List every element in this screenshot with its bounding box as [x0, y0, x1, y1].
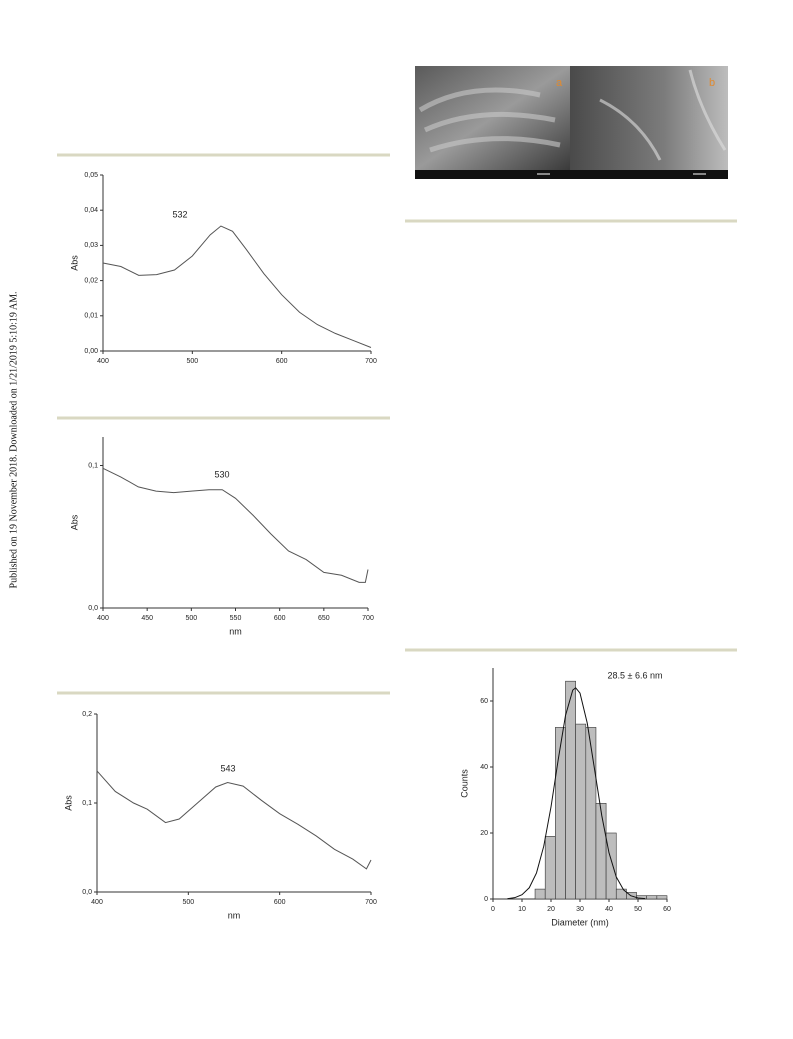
annotation: 28.5 ± 6.6 nm	[608, 670, 663, 680]
chart: 0 10 20 30 40 50 60 0 20 40 60 Diameter (nm) Counts 2…	[459, 668, 671, 927]
image-label: a	[556, 77, 563, 89]
x-tick-label: 20	[547, 906, 555, 913]
x-tick-label: 60	[663, 906, 671, 913]
y-axis-label: Abs	[63, 795, 73, 811]
hist-bar	[585, 727, 597, 900]
annotation: 530	[214, 469, 229, 479]
sem-image: a b	[415, 66, 728, 179]
y-tick-label: 0,04	[84, 207, 98, 214]
x-tick-label: 600	[276, 358, 288, 365]
y-tick-label: 0,0	[88, 605, 98, 612]
y-tick-label: 0,1	[82, 800, 92, 807]
x-tick-label: 500	[186, 358, 198, 365]
annotation: 532	[172, 209, 187, 219]
x-tick-label: 40	[605, 906, 613, 913]
y-tick-label: 0,0	[82, 889, 92, 896]
x-axis-label: nm	[228, 910, 241, 920]
hist-bar	[544, 836, 556, 900]
hist-bar	[646, 895, 658, 900]
x-tick-label: 400	[97, 615, 109, 622]
annotation: 543	[220, 763, 235, 773]
y-tick-label: 0,00	[84, 348, 98, 355]
x-tick-label: 550	[230, 615, 242, 622]
y-tick-label: 20	[480, 830, 488, 837]
x-tick-label: 400	[97, 358, 109, 365]
data-line	[96, 770, 372, 870]
chart: 400 450 500 550 600 650 700 0,0 0,1 nm Abs 530	[69, 437, 374, 636]
hist-bar	[565, 680, 576, 900]
x-tick-label: 30	[576, 906, 584, 913]
hist-bar	[595, 803, 607, 900]
x-tick-label: 600	[274, 615, 286, 622]
x-axis-label: Diameter (nm)	[551, 917, 609, 927]
y-axis-label: Abs	[69, 514, 79, 530]
x-tick-label: 700	[365, 358, 377, 365]
image-label: b	[709, 77, 715, 89]
hist-bar	[605, 832, 617, 900]
y-tick-label: 0,03	[84, 242, 98, 249]
x-tick-label: 500	[185, 615, 197, 622]
x-tick-label: 50	[634, 906, 642, 913]
data-line	[102, 225, 372, 348]
chart: 400 500 600 700 0,0 0,1 0,2 nm Abs 543	[63, 711, 377, 921]
x-tick-label: 450	[141, 615, 153, 622]
hist-bar	[656, 895, 668, 900]
hist-bar	[534, 888, 546, 900]
x-tick-label: 700	[362, 615, 374, 622]
x-tick-label: 700	[365, 899, 377, 906]
y-tick-label: 0,1	[88, 462, 98, 469]
y-axis-label: Abs	[69, 255, 79, 271]
fit-curve	[507, 687, 646, 900]
y-tick-label: 0,01	[84, 313, 98, 320]
y-tick-label: 60	[480, 698, 488, 705]
x-tick-label: 10	[518, 906, 526, 913]
x-tick-label: 0	[491, 906, 495, 913]
x-tick-label: 600	[274, 899, 286, 906]
x-axis-label: nm	[229, 626, 242, 636]
y-tick-label: 0,2	[82, 711, 92, 718]
side-note: Published on 19 November 2018. Downloade…	[8, 292, 19, 589]
y-tick-label: 0,02	[84, 277, 98, 284]
hist-bar	[555, 727, 566, 900]
x-tick-label: 400	[91, 899, 103, 906]
x-tick-label: 500	[182, 899, 194, 906]
chart: 400 500 600 700 0,00 0,01 0,02 0,03 0,04 0,05 Abs 5…	[69, 172, 377, 365]
y-tick-label: 0,05	[84, 172, 98, 179]
hist-bar	[575, 723, 587, 900]
y-axis-label: Counts	[459, 769, 469, 798]
y-tick-label: 0	[484, 896, 488, 903]
data-line	[102, 467, 369, 583]
x-tick-label: 650	[318, 615, 330, 622]
y-tick-label: 40	[480, 764, 488, 771]
